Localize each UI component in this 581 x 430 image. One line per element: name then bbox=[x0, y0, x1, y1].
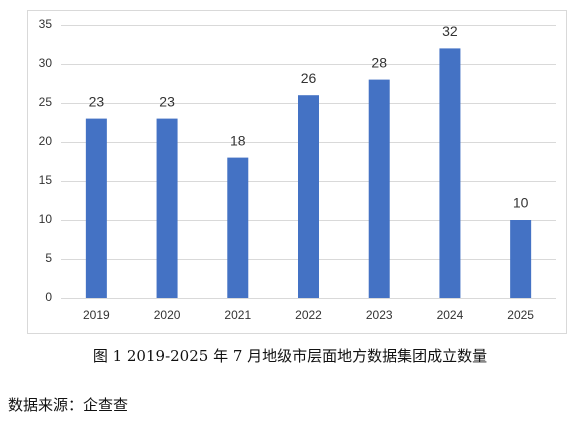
bar bbox=[85, 118, 107, 298]
bar bbox=[298, 95, 319, 298]
y-tick-label: 0 bbox=[45, 290, 52, 304]
data-label: 32 bbox=[442, 23, 458, 39]
chart-frame bbox=[27, 10, 567, 334]
y-tick-label: 20 bbox=[39, 134, 53, 148]
caption: 图 1 2019-2025 年 7 月地级市层面地方数据集团成立数量 bbox=[93, 347, 487, 365]
data-label: 18 bbox=[230, 132, 246, 148]
x-tick-label: 2020 bbox=[154, 308, 181, 322]
x-tick-label: 2023 bbox=[366, 308, 393, 322]
data-label: 10 bbox=[513, 195, 529, 211]
x-tick-label: 2019 bbox=[83, 308, 110, 322]
bar bbox=[156, 118, 178, 298]
bar bbox=[439, 48, 461, 299]
x-tick-label: 2025 bbox=[507, 308, 534, 322]
y-tick-label: 10 bbox=[39, 212, 53, 226]
bar bbox=[510, 220, 532, 298]
x-tick-label: 2024 bbox=[437, 308, 464, 322]
x-tick-label: 2021 bbox=[224, 308, 251, 322]
y-tick-label: 30 bbox=[39, 56, 53, 70]
source: 数据来源：企查查 bbox=[8, 396, 128, 414]
y-tick-label: 35 bbox=[39, 17, 53, 31]
y-tick-label: 25 bbox=[39, 95, 53, 109]
y-tick-label: 5 bbox=[45, 251, 52, 265]
bar bbox=[227, 157, 249, 298]
bar bbox=[368, 79, 390, 298]
data-label: 26 bbox=[301, 70, 317, 86]
data-label: 23 bbox=[89, 93, 105, 109]
x-tick-label: 2022 bbox=[295, 308, 322, 322]
data-label: 28 bbox=[371, 54, 387, 70]
y-tick-label: 15 bbox=[39, 173, 53, 187]
data-label: 23 bbox=[159, 93, 175, 109]
